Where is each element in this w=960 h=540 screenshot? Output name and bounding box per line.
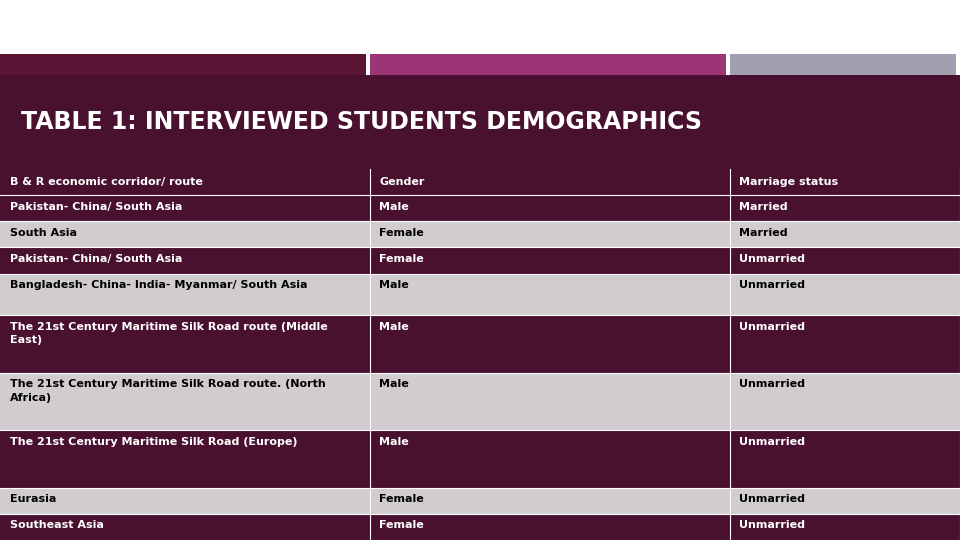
Bar: [370, 514, 730, 540]
Text: Male: Male: [379, 437, 409, 447]
Bar: [370, 195, 730, 221]
Bar: [730, 221, 960, 247]
Bar: [0, 75, 960, 169]
Text: Unmarried: Unmarried: [739, 521, 805, 530]
Text: Unmarried: Unmarried: [739, 322, 805, 332]
Text: Female: Female: [379, 494, 424, 504]
Bar: [370, 54, 726, 75]
Bar: [0, 169, 370, 195]
Bar: [370, 274, 730, 315]
Text: Male: Male: [379, 322, 409, 332]
Text: The 21st Century Maritime Silk Road route (Middle
East): The 21st Century Maritime Silk Road rout…: [10, 322, 327, 345]
Text: Unmarried: Unmarried: [739, 494, 805, 504]
Text: TABLE 1: INTERVIEWED STUDENTS DEMOGRAPHICS: TABLE 1: INTERVIEWED STUDENTS DEMOGRAPHI…: [21, 110, 702, 134]
Bar: [0, 488, 370, 514]
Bar: [0, 54, 366, 75]
Bar: [0, 373, 370, 430]
Bar: [370, 169, 730, 195]
Bar: [0, 195, 370, 221]
Text: Gender: Gender: [379, 177, 424, 187]
Text: Female: Female: [379, 254, 424, 264]
Bar: [370, 221, 730, 247]
Text: Female: Female: [379, 521, 424, 530]
Bar: [0, 274, 370, 315]
Text: Eurasia: Eurasia: [10, 494, 56, 504]
Bar: [730, 430, 960, 488]
Text: B & R economic corridor/ route: B & R economic corridor/ route: [10, 177, 203, 187]
Bar: [730, 54, 956, 75]
Text: Unmarried: Unmarried: [739, 379, 805, 389]
Text: Unmarried: Unmarried: [739, 254, 805, 264]
Text: South Asia: South Asia: [10, 228, 77, 238]
Bar: [730, 514, 960, 540]
Text: Male: Male: [379, 201, 409, 212]
Bar: [730, 488, 960, 514]
Text: Married: Married: [739, 228, 788, 238]
Text: Female: Female: [379, 228, 424, 238]
Text: Marriage status: Marriage status: [739, 177, 838, 187]
Bar: [0, 221, 370, 247]
Bar: [370, 247, 730, 274]
Bar: [0, 315, 370, 373]
Text: Married: Married: [739, 201, 788, 212]
Text: Unmarried: Unmarried: [739, 437, 805, 447]
Bar: [370, 488, 730, 514]
Text: Pakistan- China/ South Asia: Pakistan- China/ South Asia: [10, 254, 182, 264]
Text: Southeast Asia: Southeast Asia: [10, 521, 104, 530]
Bar: [0, 247, 370, 274]
Text: The 21st Century Maritime Silk Road route. (North
Africa): The 21st Century Maritime Silk Road rout…: [10, 379, 325, 402]
Bar: [370, 315, 730, 373]
Bar: [730, 169, 960, 195]
Text: The 21st Century Maritime Silk Road (Europe): The 21st Century Maritime Silk Road (Eur…: [10, 437, 297, 447]
Text: Male: Male: [379, 379, 409, 389]
Bar: [370, 430, 730, 488]
Bar: [0, 430, 370, 488]
Text: Pakistan- China/ South Asia: Pakistan- China/ South Asia: [10, 201, 182, 212]
Bar: [0, 514, 370, 540]
Bar: [730, 373, 960, 430]
Bar: [730, 247, 960, 274]
Bar: [730, 274, 960, 315]
Text: Unmarried: Unmarried: [739, 280, 805, 290]
Bar: [730, 195, 960, 221]
Text: Male: Male: [379, 280, 409, 290]
Bar: [370, 373, 730, 430]
Bar: [730, 315, 960, 373]
Text: Bangladesh- China- India- Myanmar/ South Asia: Bangladesh- China- India- Myanmar/ South…: [10, 280, 307, 290]
